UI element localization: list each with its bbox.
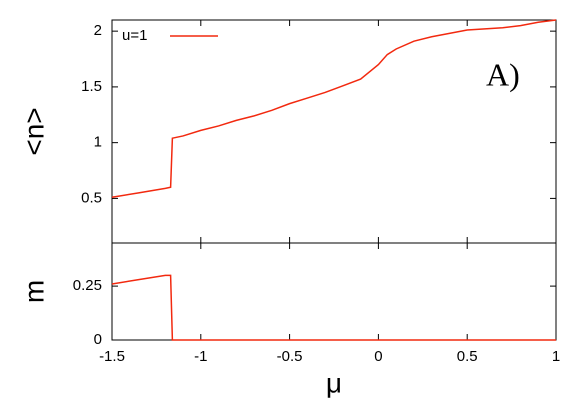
x-tick-label: 0 xyxy=(374,348,382,365)
x-axis-label: μ xyxy=(326,367,342,398)
data-line xyxy=(111,274,556,341)
y-tick-label: 0.25 xyxy=(73,277,102,294)
y-tick-label: 1 xyxy=(94,134,102,151)
x-tick-label: 0.5 xyxy=(457,348,478,365)
y-tick-label: 2 xyxy=(94,22,102,39)
y-tick-label: 0.5 xyxy=(81,189,102,206)
x-tick-label: 1 xyxy=(552,348,560,365)
y-tick-label: 1.5 xyxy=(81,78,102,95)
annotation: A) xyxy=(486,56,520,92)
y-tick-label: 0 xyxy=(94,331,102,348)
legend-label: u=1 xyxy=(122,27,147,44)
x-tick-label: -1.5 xyxy=(99,348,125,365)
plot-frame xyxy=(111,242,557,341)
y-axis-label: <n> xyxy=(18,107,49,155)
x-tick-label: -0.5 xyxy=(277,348,303,365)
x-tick-label: -1 xyxy=(194,348,207,365)
data-line xyxy=(111,19,557,199)
plot-frame xyxy=(111,19,557,244)
y-axis-label: m xyxy=(18,280,49,303)
